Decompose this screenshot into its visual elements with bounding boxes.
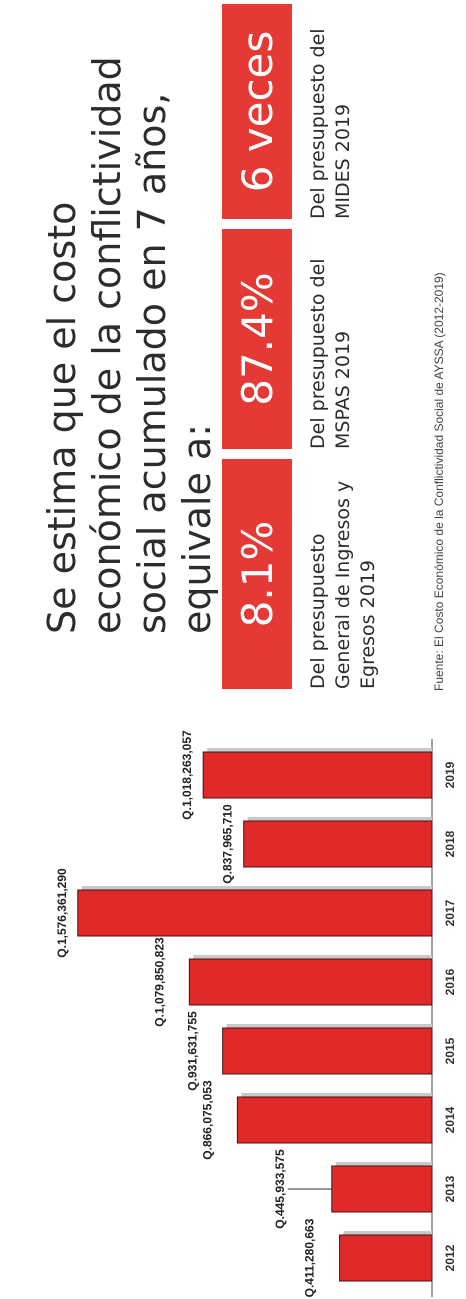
source-note: Fuente: El Costo Económico de la Conflic…	[432, 272, 446, 691]
bar-chart: 2012 Q.411,280,663 2013 Q.445,933,575 2014 Q.…	[55, 730, 457, 1297]
stat-budget-general: 8.1% Del presupuesto General de Ingresos…	[222, 459, 381, 689]
x-tick-label: 2019	[443, 761, 457, 788]
stat-value: 8.1%	[222, 459, 292, 689]
headline: Se estima que el costo económico de la c…	[40, 56, 219, 634]
x-tick-label: 2013	[443, 1175, 457, 1202]
bar-2015	[222, 1027, 433, 1075]
bar-2014	[236, 1096, 433, 1144]
bar-2012	[339, 1234, 433, 1282]
bar-2013	[331, 1165, 433, 1213]
bar-2016	[188, 958, 433, 1006]
data-label: Q.866,075,053	[200, 1080, 214, 1160]
stat-description: Del presupuesto General de Ingresos y Eg…	[307, 480, 379, 689]
data-label: Q.1,018,263,057	[180, 730, 194, 820]
summary-panel: Se estima que el costo económico de la c…	[40, 4, 446, 691]
bar-2017	[77, 889, 433, 937]
stat-value: 87.4%	[222, 229, 292, 449]
stat-budget-mides: 6 veces Del presupuesto del MIDES 2019	[222, 4, 356, 219]
x-tick-label: 2017	[443, 899, 457, 926]
stat-value: 6 veces	[222, 4, 292, 219]
x-tick-label: 2015	[443, 1037, 457, 1064]
data-label: Q.445,933,575	[273, 1149, 287, 1229]
bar-2019	[202, 751, 433, 799]
data-label: Q.931,631,755	[186, 1011, 200, 1091]
stat-description: Del presupuesto del MSPAS 2019	[307, 258, 354, 449]
x-tick-label: 2012	[443, 1244, 457, 1271]
x-tick-label: 2018	[443, 830, 457, 857]
stat-description: Del presupuesto del MIDES 2019	[307, 28, 354, 219]
x-tick-label: 2014	[443, 1106, 457, 1133]
bar-2018	[243, 820, 433, 868]
data-label: Q.837,965,710	[221, 804, 235, 884]
data-label: Q.1,079,850,823	[152, 937, 166, 1027]
data-label: Q.1,576,361,290	[55, 868, 69, 958]
stat-budget-mspas: 87.4% Del presupuesto del MSPAS 2019	[222, 229, 356, 449]
data-label: Q.411,280,663	[303, 1218, 317, 1297]
x-tick-label: 2016	[443, 968, 457, 995]
